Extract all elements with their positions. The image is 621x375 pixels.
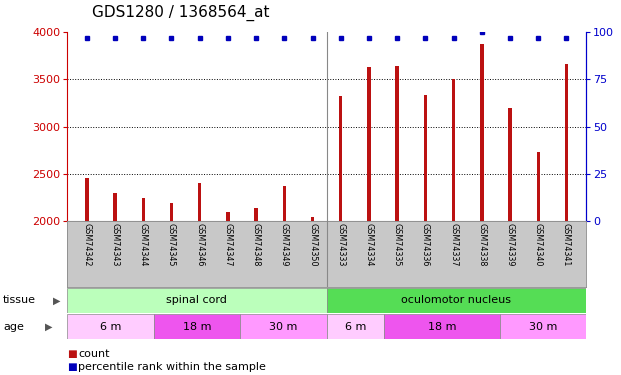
Bar: [67, 288, 327, 313]
Text: 18 m: 18 m: [183, 322, 211, 332]
Bar: [384, 314, 500, 339]
Bar: [85, 178, 89, 221]
Bar: [327, 288, 586, 313]
Bar: [367, 67, 371, 221]
Text: GSM74349: GSM74349: [280, 223, 289, 267]
Text: GSM74337: GSM74337: [449, 223, 458, 267]
Text: GSM74341: GSM74341: [562, 223, 571, 267]
Bar: [452, 79, 455, 221]
Bar: [311, 217, 314, 221]
Text: GSM74344: GSM74344: [138, 223, 148, 267]
Bar: [283, 186, 286, 221]
Bar: [537, 152, 540, 221]
Bar: [396, 66, 399, 221]
Text: GSM74339: GSM74339: [505, 223, 515, 267]
Text: ▶: ▶: [53, 296, 61, 305]
Text: 6 m: 6 m: [99, 322, 121, 332]
Text: GSM74350: GSM74350: [308, 223, 317, 267]
Text: spinal cord: spinal cord: [166, 296, 227, 305]
Text: GSM74340: GSM74340: [534, 223, 543, 267]
Bar: [198, 183, 201, 221]
Text: ■: ■: [67, 350, 77, 359]
Text: GSM74334: GSM74334: [365, 223, 373, 267]
Text: 30 m: 30 m: [269, 322, 297, 332]
Bar: [339, 96, 342, 221]
Bar: [170, 203, 173, 221]
Text: age: age: [3, 322, 24, 332]
Bar: [500, 314, 586, 339]
Bar: [142, 198, 145, 221]
Bar: [480, 44, 484, 221]
Text: GDS1280 / 1368564_at: GDS1280 / 1368564_at: [92, 4, 270, 21]
Bar: [114, 194, 117, 221]
Text: GSM74342: GSM74342: [83, 223, 91, 267]
Text: GSM74336: GSM74336: [421, 223, 430, 267]
Text: count: count: [78, 350, 110, 359]
Text: GSM74345: GSM74345: [167, 223, 176, 267]
Text: ■: ■: [67, 362, 77, 372]
Bar: [240, 314, 327, 339]
Bar: [255, 208, 258, 221]
Bar: [509, 108, 512, 221]
Text: GSM74338: GSM74338: [478, 223, 486, 267]
Text: 30 m: 30 m: [528, 322, 557, 332]
Text: GSM74348: GSM74348: [252, 223, 261, 267]
Bar: [564, 64, 568, 221]
Text: ▶: ▶: [45, 322, 52, 332]
Text: GSM74333: GSM74333: [336, 223, 345, 267]
Bar: [327, 314, 384, 339]
Text: tissue: tissue: [3, 296, 36, 305]
Text: 6 m: 6 m: [345, 322, 366, 332]
Text: 18 m: 18 m: [428, 322, 456, 332]
Text: GSM74347: GSM74347: [224, 223, 232, 267]
Text: GSM74346: GSM74346: [195, 223, 204, 267]
Text: percentile rank within the sample: percentile rank within the sample: [78, 362, 266, 372]
Text: oculomotor nucleus: oculomotor nucleus: [401, 296, 512, 305]
Bar: [153, 314, 240, 339]
Bar: [424, 95, 427, 221]
Bar: [67, 314, 153, 339]
Text: GSM74335: GSM74335: [392, 223, 402, 267]
Text: GSM74343: GSM74343: [111, 223, 119, 267]
Bar: [226, 212, 230, 221]
